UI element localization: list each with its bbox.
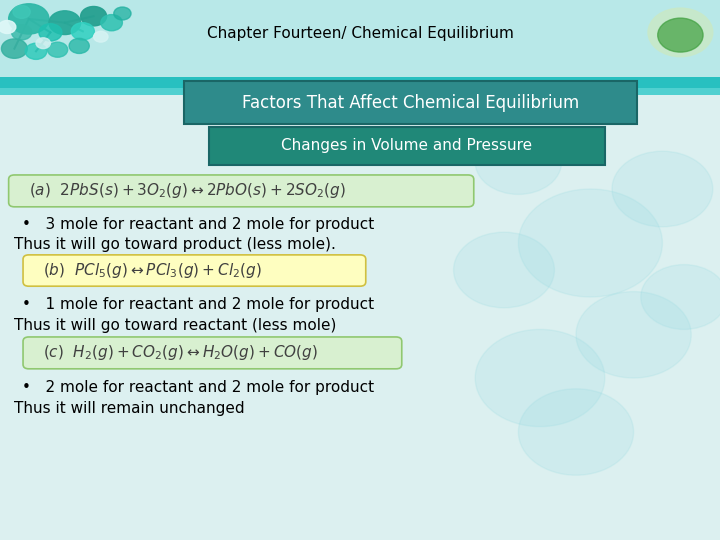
Text: $(c)$  $H_2(g)+CO_2(g) \leftrightarrow H_2O(g)+CO(g)$: $(c)$ $H_2(g)+CO_2(g) \leftrightarrow H_…	[43, 343, 318, 362]
Circle shape	[39, 24, 62, 41]
Circle shape	[641, 265, 720, 329]
FancyBboxPatch shape	[23, 255, 366, 286]
Circle shape	[94, 31, 108, 42]
Text: Changes in Volume and Pressure: Changes in Volume and Pressure	[282, 138, 532, 153]
Bar	[0, 0, 720, 78]
Circle shape	[576, 292, 691, 378]
Circle shape	[648, 8, 713, 57]
FancyBboxPatch shape	[23, 337, 402, 369]
Circle shape	[612, 151, 713, 227]
Circle shape	[475, 130, 562, 194]
Circle shape	[12, 25, 32, 40]
Circle shape	[71, 23, 94, 40]
Circle shape	[36, 38, 50, 49]
Circle shape	[9, 4, 49, 34]
Circle shape	[25, 43, 47, 59]
Circle shape	[518, 189, 662, 297]
Text: Thus it will remain unchanged: Thus it will remain unchanged	[14, 401, 245, 416]
Text: •   3 mole for reactant and 2 mole for product: • 3 mole for reactant and 2 mole for pro…	[22, 217, 374, 232]
Circle shape	[518, 389, 634, 475]
Circle shape	[101, 15, 122, 31]
Circle shape	[13, 5, 30, 18]
Text: $(b)$  $PCl_5(g) \leftrightarrow PCl_3(g)+Cl_2(g)$: $(b)$ $PCl_5(g) \leftrightarrow PCl_3(g)…	[43, 261, 262, 280]
Text: •   1 mole for reactant and 2 mole for product: • 1 mole for reactant and 2 mole for pro…	[22, 296, 374, 312]
FancyBboxPatch shape	[9, 175, 474, 207]
Text: Factors That Affect Chemical Equilibrium: Factors That Affect Chemical Equilibrium	[242, 93, 579, 112]
Circle shape	[475, 329, 605, 427]
Circle shape	[114, 7, 131, 20]
Text: •   2 mole for reactant and 2 mole for product: • 2 mole for reactant and 2 mole for pro…	[22, 380, 374, 395]
Circle shape	[69, 38, 89, 53]
Circle shape	[49, 11, 81, 35]
Circle shape	[658, 18, 703, 52]
Bar	[0, 77, 720, 88]
Text: Thus it will go toward product (less mole).: Thus it will go toward product (less mol…	[14, 237, 336, 252]
Circle shape	[0, 21, 16, 33]
Text: Chapter Fourteen/ Chemical Equilibrium: Chapter Fourteen/ Chemical Equilibrium	[207, 26, 513, 41]
Circle shape	[1, 39, 27, 58]
FancyBboxPatch shape	[209, 127, 605, 165]
Circle shape	[454, 232, 554, 308]
Text: $(a)$  $2PbS(s)+3O_2(g) \leftrightarrow 2PbO(s)+2SO_2(g)$: $(a)$ $2PbS(s)+3O_2(g) \leftrightarrow 2…	[29, 181, 346, 200]
Circle shape	[48, 42, 68, 57]
Circle shape	[81, 6, 107, 26]
Bar	[0, 88, 720, 94]
FancyBboxPatch shape	[184, 81, 637, 124]
Text: Thus it will go toward reactant (less mole): Thus it will go toward reactant (less mo…	[14, 318, 337, 333]
